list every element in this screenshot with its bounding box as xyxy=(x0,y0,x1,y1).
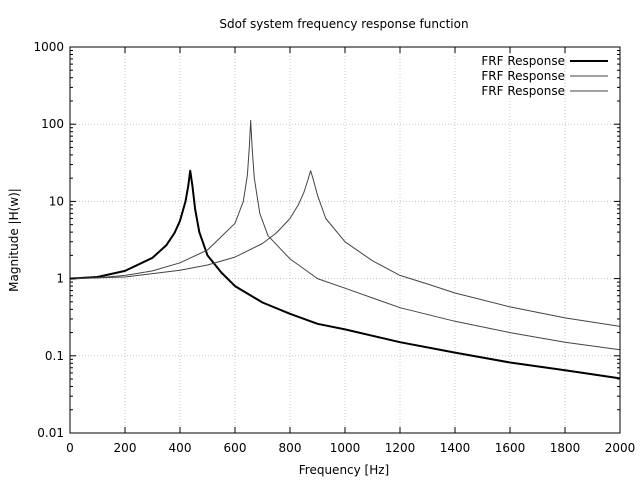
x-tick-label: 800 xyxy=(279,441,302,455)
x-tick-label: 1600 xyxy=(495,441,526,455)
x-tick-label: 200 xyxy=(114,441,137,455)
grid-lines xyxy=(70,47,620,433)
y-tick-label: 10 xyxy=(49,194,64,208)
y-axis-ticks: 0.01 0.1 1 10 100 1000 xyxy=(33,40,620,440)
x-tick-label: 1800 xyxy=(550,441,581,455)
series-layer xyxy=(69,119,621,380)
series-line-3 xyxy=(69,170,621,327)
x-tick-label: 600 xyxy=(224,441,247,455)
x-tick-label: 0 xyxy=(66,441,74,455)
series-line-1 xyxy=(69,169,621,380)
y-tick-label: 1000 xyxy=(33,40,64,54)
series-line-2 xyxy=(69,119,621,351)
x-tick-label: 1400 xyxy=(440,441,471,455)
y-tick-label: 0.01 xyxy=(37,426,64,440)
legend-label: FRF Response xyxy=(481,84,565,98)
legend-label: FRF Response xyxy=(481,69,565,83)
x-tick-label: 1200 xyxy=(385,441,416,455)
x-tick-label: 2000 xyxy=(605,441,636,455)
x-axis-ticks: 0 200 400 600 800 1000 1200 1400 1600 1800 2000 xyxy=(66,47,635,455)
x-axis-label: Frequency [Hz] xyxy=(299,463,390,477)
y-tick-label: 100 xyxy=(41,117,64,131)
y-tick-label: 0.1 xyxy=(45,349,64,363)
chart-title: Sdof system frequency response function xyxy=(219,17,468,31)
x-tick-label: 400 xyxy=(169,441,192,455)
legend-label: FRF Response xyxy=(481,54,565,68)
y-axis-label: Magnitude |H(w)| xyxy=(7,188,21,292)
y-tick-label: 1 xyxy=(56,272,64,286)
x-tick-label: 1000 xyxy=(330,441,361,455)
